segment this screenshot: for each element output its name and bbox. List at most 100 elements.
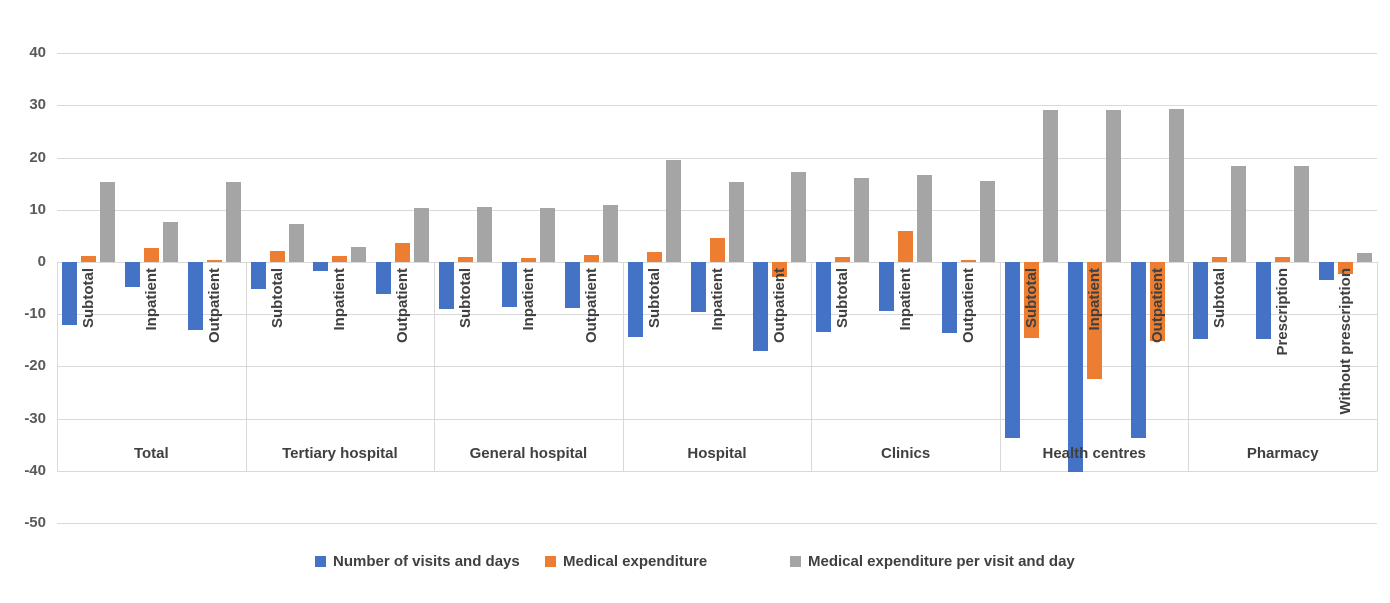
x-axis-sublabel: Subtotal [457, 268, 475, 328]
category-separator [245, 262, 247, 471]
bar-number-of-visits-and-days [439, 262, 455, 309]
x-axis-sublabel: Prescription [1274, 268, 1292, 356]
gridline [57, 105, 1377, 107]
bar-medical-expenditure [898, 231, 914, 262]
y-axis-tick-label: 40 [29, 44, 46, 62]
category-separator [999, 262, 1001, 471]
bar-number-of-visits-and-days [1256, 262, 1272, 340]
legend: Number of visits and days Medical expend… [0, 549, 1390, 573]
bar-number-of-visits-and-days [753, 262, 769, 351]
gridline [57, 523, 1377, 524]
bar-medical-expenditure-per-visit-and-day [1357, 252, 1373, 262]
category-separator [622, 262, 624, 471]
bar-medical-expenditure-per-visit-and-day [665, 160, 681, 262]
bar-medical-expenditure [1338, 262, 1354, 274]
bar-number-of-visits-and-days [124, 262, 140, 288]
x-axis-sublabel: Inpatient [897, 268, 915, 331]
bar-number-of-visits-and-days [187, 262, 203, 330]
bar-medical-expenditure [206, 260, 222, 262]
x-axis-group-label: Tertiary hospital [282, 445, 398, 462]
category-separator [1377, 262, 1378, 471]
bar-medical-expenditure [646, 252, 662, 262]
bar-medical-expenditure-per-visit-and-day [225, 182, 241, 262]
bar-medical-expenditure [143, 247, 159, 262]
bar-medical-expenditure [520, 258, 536, 262]
category-separator [1188, 262, 1190, 471]
gridline [57, 53, 1377, 55]
bar-medical-expenditure-per-visit-and-day [1042, 110, 1058, 262]
x-axis-sublabel: Inpatient [519, 268, 537, 331]
bar-number-of-visits-and-days [250, 262, 266, 289]
bar-medical-expenditure-per-visit-and-day [477, 206, 493, 262]
x-axis-group-label: Pharmacy [1246, 445, 1319, 462]
bar-medical-expenditure-per-visit-and-day [539, 208, 555, 262]
x-axis-sublabel: Outpatient [582, 268, 600, 343]
bar-medical-expenditure [395, 242, 411, 262]
gridline [57, 157, 1377, 159]
bar-medical-expenditure [458, 257, 474, 262]
x-axis-group-label: Total [133, 445, 169, 462]
bar-medical-expenditure [835, 257, 851, 262]
legend-item-expenditure-per-visit: Medical expenditure per visit and day [790, 549, 1075, 573]
bar-number-of-visits-and-days [627, 262, 643, 338]
legend-item-visits: Number of visits and days [315, 549, 520, 573]
bar-medical-expenditure-per-visit-and-day [854, 178, 870, 262]
x-axis-group-label: Health centres [1042, 445, 1146, 462]
gridline [57, 209, 1377, 211]
bar-medical-expenditure-per-visit-and-day [162, 221, 178, 262]
x-axis-sublabel: Inpatient [142, 268, 160, 331]
x-axis-sublabel: Subtotal [1211, 268, 1229, 328]
legend-swatch-gray-icon [790, 555, 801, 567]
x-axis-sublabel: Subtotal [1022, 268, 1040, 328]
x-axis-group-label: Hospital [687, 445, 747, 462]
category-separator [434, 262, 436, 471]
bar-medical-expenditure-per-visit-and-day [728, 182, 744, 262]
bar-medical-expenditure [1149, 262, 1165, 342]
bar-medical-expenditure-per-visit-and-day [1168, 108, 1184, 262]
x-axis-sublabel: Outpatient [205, 268, 223, 343]
category-separator [57, 262, 58, 471]
y-axis-tick-label: 20 [29, 148, 46, 166]
bar-medical-expenditure-per-visit-and-day [917, 174, 933, 262]
bar-medical-expenditure-per-visit-and-day [351, 246, 367, 262]
x-axis-sublabel: Outpatient [771, 268, 789, 343]
bar-medical-expenditure [80, 255, 96, 262]
bar-medical-expenditure [332, 255, 348, 262]
legend-item-expenditure: Medical expenditure [545, 549, 707, 573]
x-axis-sublabel: Outpatient [1148, 268, 1166, 343]
bar-number-of-visits-and-days [879, 262, 895, 312]
x-axis-sublabel: Subtotal [834, 268, 852, 328]
y-axis-tick-label: -10 [24, 305, 46, 323]
bar-medical-expenditure-per-visit-and-day [1294, 166, 1310, 262]
bar-medical-expenditure-per-visit-and-day [791, 172, 807, 262]
bar-medical-expenditure [772, 262, 788, 278]
x-axis-sublabel: Inpatient [1085, 268, 1103, 331]
bar-number-of-visits-and-days [1067, 262, 1083, 473]
gridline [57, 262, 1377, 263]
legend-label: Number of visits and days [333, 552, 520, 570]
bar-number-of-visits-and-days [61, 262, 77, 325]
bar-medical-expenditure [1275, 256, 1291, 262]
x-axis-group-label: General hospital [469, 445, 588, 462]
x-axis-sublabel: Inpatient [331, 268, 349, 331]
bar-number-of-visits-and-days [941, 262, 957, 333]
bar-number-of-visits-and-days [1004, 262, 1020, 439]
legend-label: Medical expenditure per visit and day [808, 552, 1075, 570]
bar-medical-expenditure-per-visit-and-day [1105, 110, 1121, 262]
bar-number-of-visits-and-days [376, 262, 392, 295]
y-axis-tick-label: -40 [24, 461, 46, 479]
y-axis-tick-label: -50 [24, 514, 46, 531]
bar-medical-expenditure [1023, 262, 1039, 339]
bar-number-of-visits-and-days [1319, 262, 1335, 281]
gridline [57, 470, 1377, 472]
bar-number-of-visits-and-days [1130, 262, 1146, 439]
x-axis-group-label: Clinics [881, 445, 931, 462]
bar-medical-expenditure-per-visit-and-day [602, 204, 618, 262]
bar-number-of-visits-and-days [1193, 262, 1209, 340]
gridline [57, 366, 1377, 368]
bar-medical-expenditure [1086, 262, 1102, 379]
bar-medical-expenditure-per-visit-and-day [414, 208, 430, 262]
bar-medical-expenditure-per-visit-and-day [288, 224, 304, 262]
x-axis-sublabel: Outpatient [394, 268, 412, 343]
